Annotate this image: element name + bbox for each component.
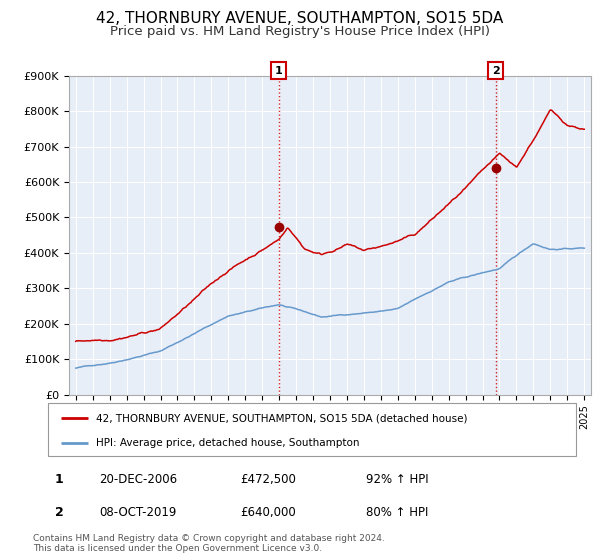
Text: 2: 2: [492, 66, 499, 76]
Text: 1: 1: [55, 473, 64, 486]
Text: 42, THORNBURY AVENUE, SOUTHAMPTON, SO15 5DA: 42, THORNBURY AVENUE, SOUTHAMPTON, SO15 …: [97, 11, 503, 26]
Text: £640,000: £640,000: [240, 506, 296, 520]
Text: HPI: Average price, detached house, Southampton: HPI: Average price, detached house, Sout…: [95, 438, 359, 448]
Text: 92% ↑ HPI: 92% ↑ HPI: [366, 473, 428, 486]
Text: 42, THORNBURY AVENUE, SOUTHAMPTON, SO15 5DA (detached house): 42, THORNBURY AVENUE, SOUTHAMPTON, SO15 …: [95, 413, 467, 423]
Text: 80% ↑ HPI: 80% ↑ HPI: [366, 506, 428, 520]
Text: 1: 1: [275, 66, 283, 76]
Text: Price paid vs. HM Land Registry's House Price Index (HPI): Price paid vs. HM Land Registry's House …: [110, 25, 490, 38]
Text: 2: 2: [55, 506, 64, 520]
Text: Contains HM Land Registry data © Crown copyright and database right 2024.
This d: Contains HM Land Registry data © Crown c…: [33, 534, 385, 553]
Text: 20-DEC-2006: 20-DEC-2006: [99, 473, 177, 486]
Text: 08-OCT-2019: 08-OCT-2019: [99, 506, 176, 520]
Text: £472,500: £472,500: [240, 473, 296, 486]
